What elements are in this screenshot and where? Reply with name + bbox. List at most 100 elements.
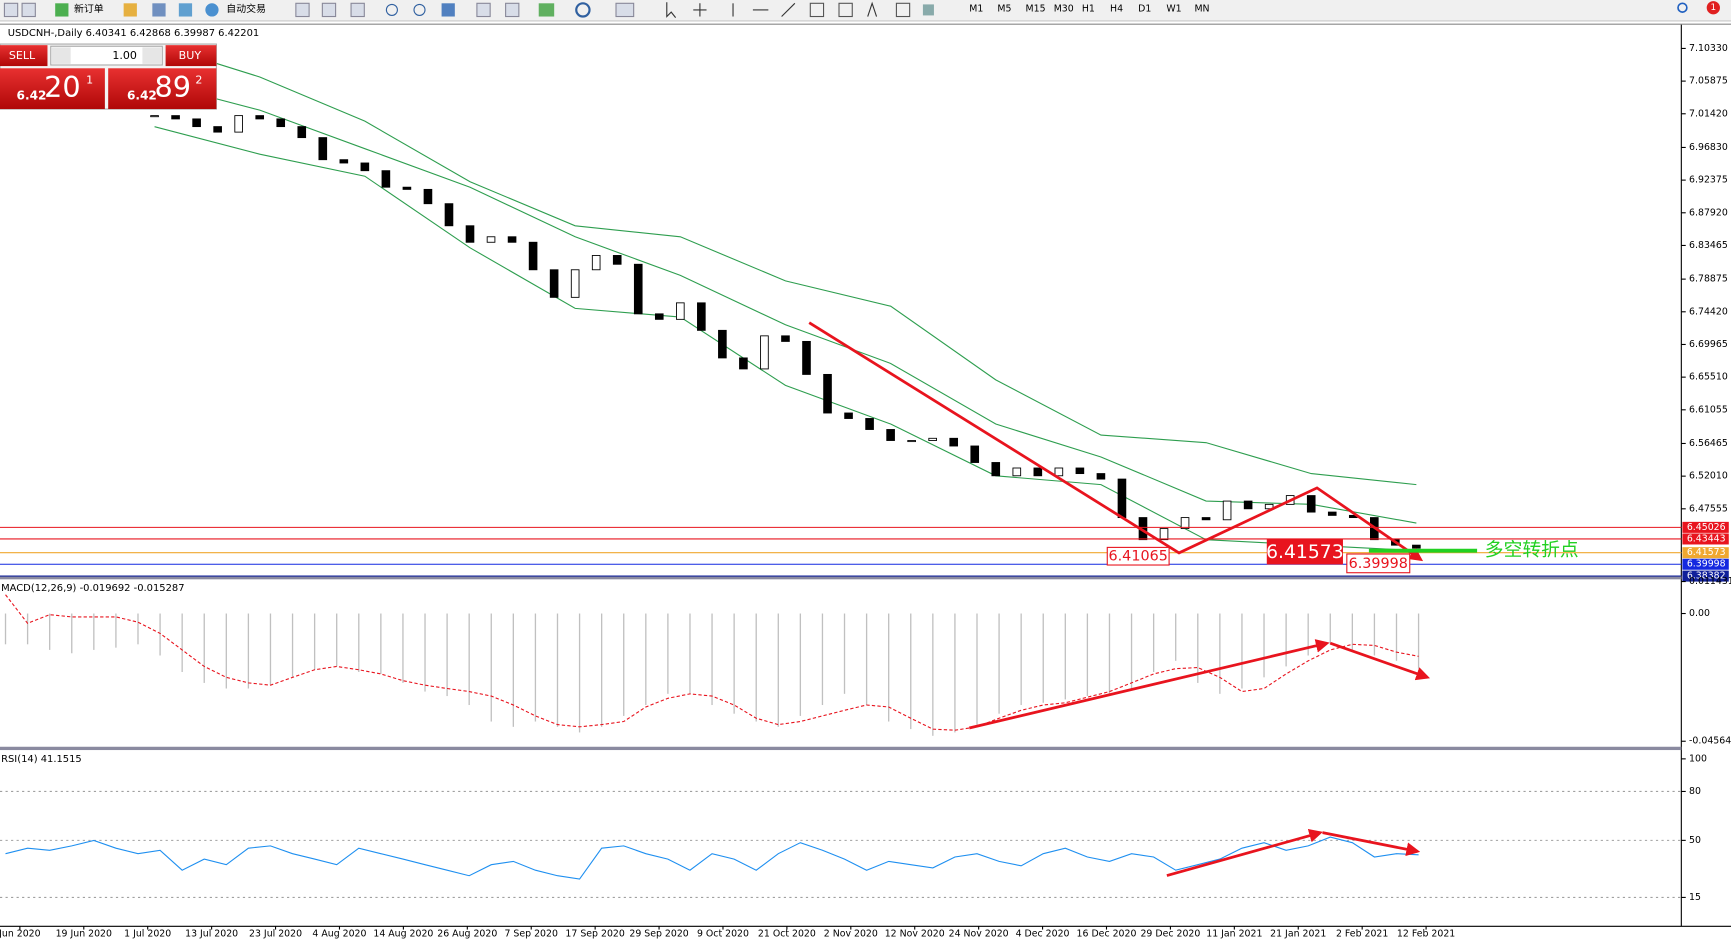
chart-title: USDCNH-,Daily 6.40341 6.42868 6.39987 6.… bbox=[8, 28, 259, 39]
tool-icon[interactable] bbox=[3, 2, 19, 18]
timeframe-button[interactable]: M1 bbox=[969, 3, 983, 14]
timeframe-button[interactable]: D1 bbox=[1138, 3, 1151, 14]
time-label: 1 Jul 2020 bbox=[124, 928, 171, 939]
text-tool[interactable] bbox=[867, 1, 878, 17]
candle bbox=[318, 137, 328, 161]
rsi-arrow bbox=[1322, 831, 1421, 856]
y-tick-label: 6.96830 bbox=[1689, 142, 1728, 153]
new-order-icon[interactable] bbox=[55, 3, 69, 17]
candle bbox=[528, 241, 538, 271]
time-label: 24 Nov 2020 bbox=[949, 928, 1009, 939]
zoom-in[interactable] bbox=[385, 3, 398, 16]
sell-price-point: 1 bbox=[86, 73, 93, 86]
panel-separator bbox=[0, 576, 1682, 580]
candle bbox=[739, 357, 748, 370]
new-order-button[interactable]: 新订单 bbox=[74, 2, 104, 15]
time-label: 12 Feb 2021 bbox=[1397, 928, 1455, 939]
time-label: 26 Aug 2020 bbox=[437, 928, 497, 939]
tool-icon[interactable] bbox=[21, 2, 36, 18]
lots-value: 1.00 bbox=[112, 49, 137, 62]
bollinger-band bbox=[154, 43, 1417, 486]
annotation-box bbox=[1106, 546, 1170, 566]
candle bbox=[360, 162, 370, 172]
candle bbox=[423, 188, 433, 205]
trendline-tool[interactable] bbox=[781, 2, 796, 17]
buy-price-pips: 89 bbox=[155, 70, 192, 104]
candle bbox=[591, 255, 601, 271]
buy-price-point: 2 bbox=[195, 73, 202, 86]
timeframe-button[interactable]: H4 bbox=[1110, 3, 1123, 14]
tool-icon[interactable] bbox=[838, 2, 853, 18]
candle bbox=[676, 302, 685, 320]
candle bbox=[865, 418, 874, 430]
macd-panel: 0.011431 0.00 -0.045644 bbox=[4, 576, 1731, 747]
label-tool[interactable] bbox=[895, 2, 911, 18]
y-tick-label: 6.52010 bbox=[1689, 471, 1728, 482]
tool-icon[interactable] bbox=[123, 3, 137, 17]
y-tick-label: 6.69965 bbox=[1689, 339, 1728, 350]
y-tick-label: 6.61055 bbox=[1689, 404, 1728, 415]
candle bbox=[1327, 511, 1337, 516]
macd-title: MACD(12,26,9) -0.019692 -0.015287 bbox=[1, 583, 184, 594]
y-tick-label: 6.83465 bbox=[1689, 240, 1728, 251]
y-tick-label: 6.74420 bbox=[1689, 306, 1728, 317]
candle bbox=[886, 429, 895, 441]
candle bbox=[171, 115, 180, 120]
y-tick-label: 15 bbox=[1689, 892, 1701, 903]
candle bbox=[1075, 467, 1085, 475]
tool-icon[interactable] bbox=[350, 2, 365, 18]
candle bbox=[760, 335, 769, 370]
time-label: 17 Sep 2020 bbox=[565, 928, 624, 939]
price-tag bbox=[1682, 547, 1729, 559]
auto-trading-icon[interactable] bbox=[205, 3, 219, 17]
tool-icon[interactable] bbox=[321, 2, 337, 18]
candle bbox=[213, 126, 222, 133]
time-label: 4 Dec 2020 bbox=[1016, 928, 1070, 939]
lots-input[interactable] bbox=[50, 45, 163, 66]
sell-button[interactable] bbox=[0, 45, 48, 67]
tool-icon[interactable] bbox=[178, 3, 193, 17]
tool-icon[interactable] bbox=[441, 3, 455, 17]
auto-trading-button[interactable]: 自动交易 bbox=[226, 2, 266, 15]
arrow-tool[interactable] bbox=[922, 4, 934, 16]
zoom-out[interactable] bbox=[413, 3, 426, 16]
tool-icon[interactable] bbox=[152, 3, 166, 17]
sell-price-big: 6.42 bbox=[17, 88, 47, 102]
tool-icon[interactable] bbox=[505, 2, 520, 18]
time-label: 2 Nov 2020 bbox=[824, 928, 878, 939]
lots-down[interactable] bbox=[51, 47, 71, 64]
candle bbox=[1222, 500, 1232, 521]
cursor-tool[interactable] bbox=[666, 2, 677, 18]
lots-up[interactable] bbox=[142, 47, 162, 64]
candle bbox=[402, 186, 412, 190]
timeframe-button[interactable]: MN bbox=[1194, 3, 1209, 14]
y-tick-label: 6.87920 bbox=[1689, 207, 1728, 218]
buy-button[interactable] bbox=[165, 45, 217, 67]
rsi-title: RSI(14) 41.1515 bbox=[1, 754, 82, 765]
annotation: 6.39998 bbox=[1349, 556, 1408, 572]
timeframe-button[interactable]: M30 bbox=[1054, 3, 1074, 14]
sell-price[interactable] bbox=[0, 68, 105, 110]
timeframe-button[interactable]: W1 bbox=[1166, 3, 1181, 14]
templates-button[interactable] bbox=[615, 2, 635, 18]
buy-price[interactable] bbox=[108, 68, 217, 110]
toolbar: 新订单 自动交易 M1 M5 M15 M30 H1 H4 D1 W1 MN 1 bbox=[0, 0, 1731, 22]
time-label: 14 Aug 2020 bbox=[373, 928, 433, 939]
alert-badge[interactable] bbox=[1706, 1, 1720, 15]
candle bbox=[802, 340, 811, 375]
search-button[interactable] bbox=[1677, 2, 1688, 13]
timeframe-button[interactable]: H1 bbox=[1082, 3, 1095, 14]
time-label: 23 Jul 2020 bbox=[249, 928, 302, 939]
timeframe-button[interactable]: M15 bbox=[1026, 3, 1046, 14]
time-label: 9 Oct 2020 bbox=[697, 928, 749, 939]
candle bbox=[255, 115, 265, 120]
tool-icon[interactable] bbox=[476, 2, 491, 18]
tool-icon[interactable] bbox=[295, 2, 310, 18]
macd-signal bbox=[5, 594, 1419, 731]
indicators-button[interactable] bbox=[538, 3, 555, 17]
tool-icon[interactable] bbox=[809, 2, 825, 18]
timeframe-button[interactable]: M5 bbox=[997, 3, 1011, 14]
periods-button[interactable] bbox=[575, 2, 591, 18]
crosshair-tool[interactable] bbox=[693, 3, 707, 17]
